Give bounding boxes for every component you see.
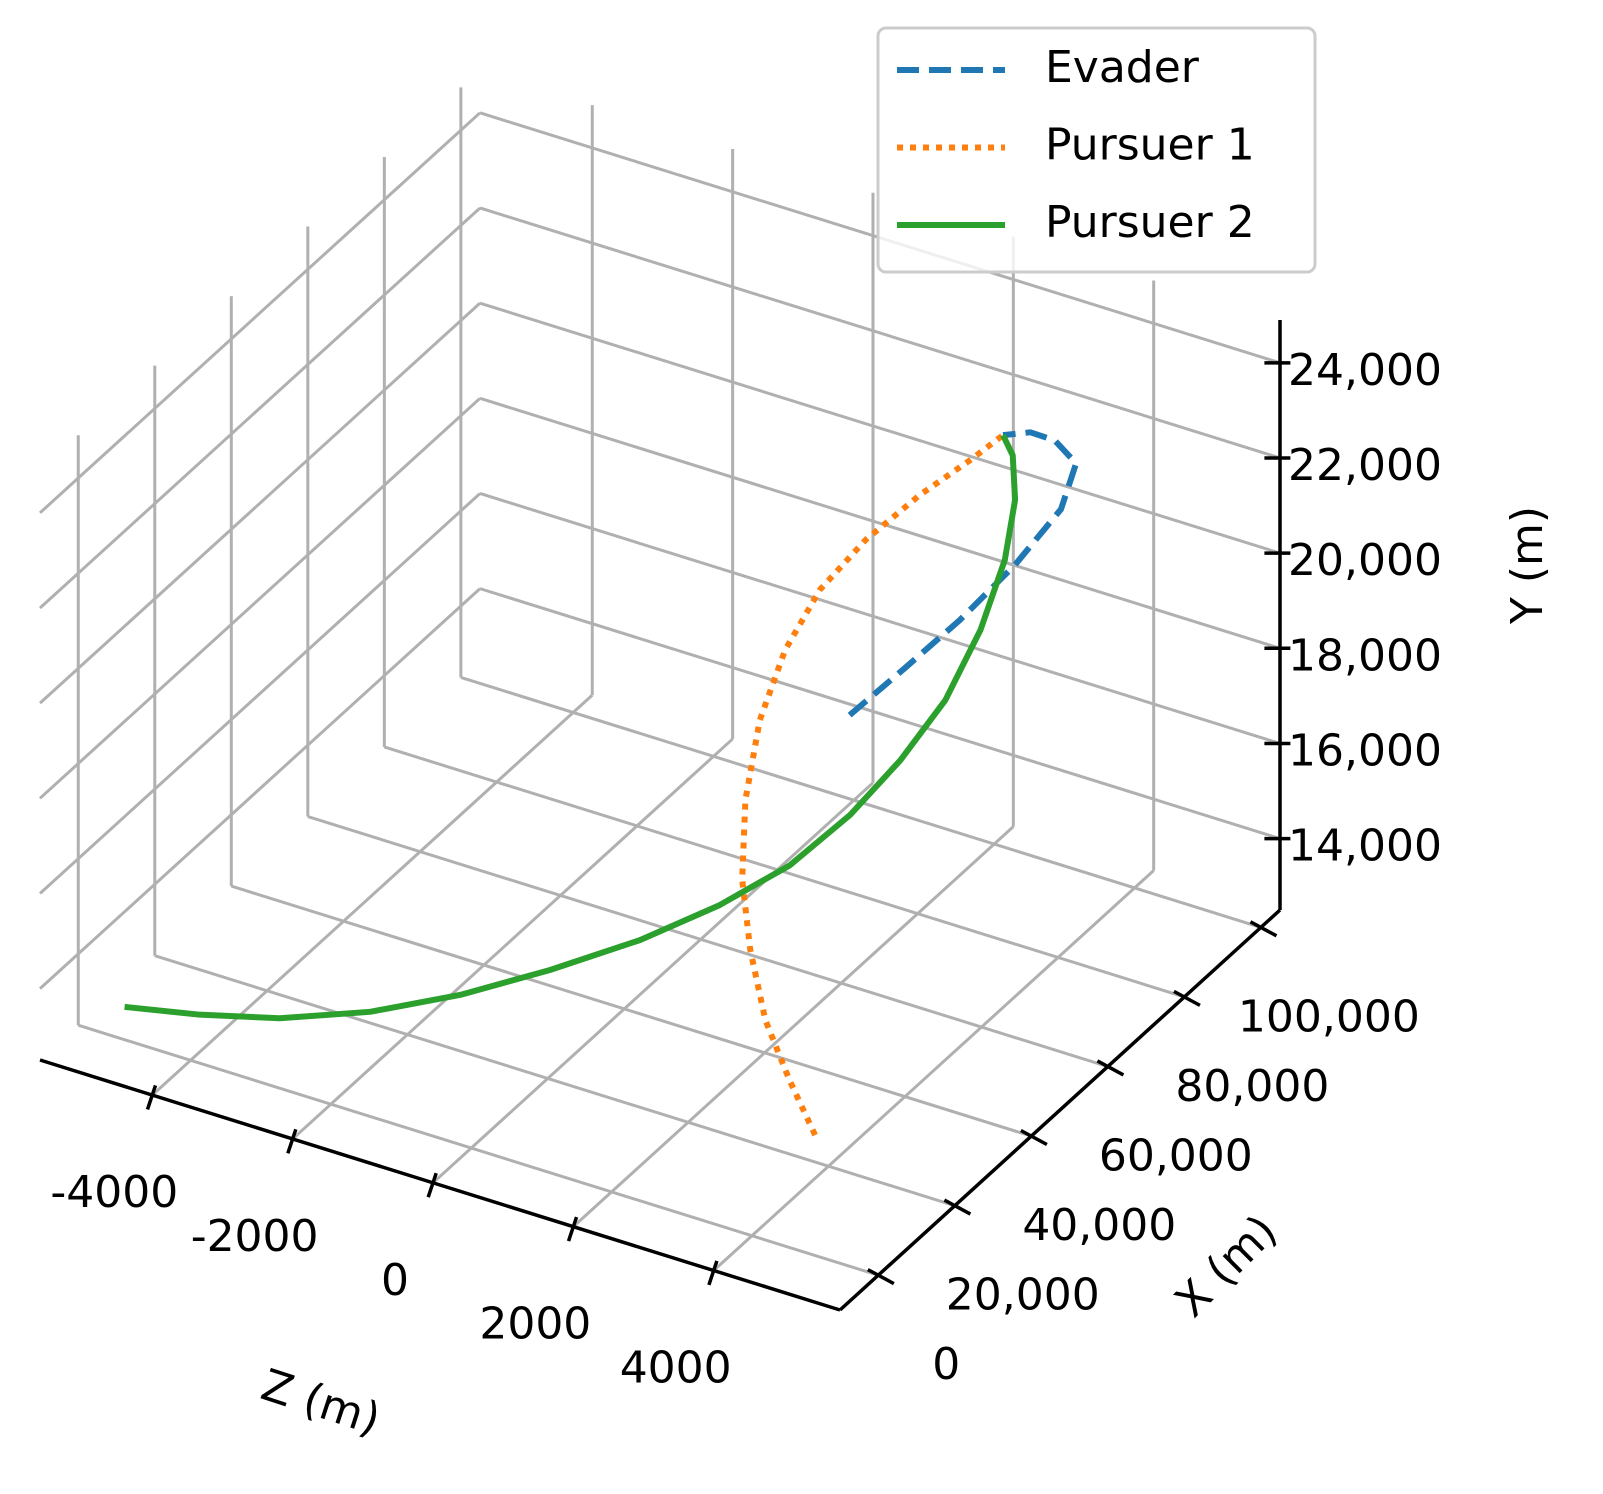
legend-frame	[876, 26, 1317, 274]
y-tick-label: 20,000	[1288, 535, 1442, 586]
grid-line	[383, 745, 1185, 999]
grid-line	[230, 884, 1032, 1138]
x-tick-label: 100,000	[1238, 991, 1420, 1042]
legend-label: Pursuer 1	[1045, 120, 1255, 171]
x-tick-label: 60,000	[1099, 1131, 1253, 1182]
grid-line	[479, 206, 1281, 460]
z-tick	[707, 1260, 719, 1286]
grid-line	[77, 1023, 879, 1277]
x-tick-label: 80,000	[1175, 1061, 1329, 1112]
y-axis-label: Y (m)	[1502, 506, 1553, 625]
grid-line	[38, 302, 482, 705]
y-tick-label: 16,000	[1288, 725, 1442, 776]
x-tick	[943, 1198, 972, 1216]
z-tick-label: -2000	[191, 1211, 319, 1262]
grid-line	[479, 396, 1281, 650]
z-axis-line	[39, 1058, 841, 1312]
z-tick-label: 4000	[620, 1343, 732, 1394]
y-tick-label: 24,000	[1288, 345, 1442, 396]
grid-line	[307, 815, 1109, 1068]
legend: Evader Pursuer 1 Pursuer 2	[876, 26, 1317, 274]
grid-line	[38, 111, 482, 514]
y-tick-label: 18,000	[1288, 630, 1442, 681]
grid-line	[38, 587, 482, 990]
z-tick-label: 2000	[479, 1299, 591, 1350]
z-tick	[566, 1216, 579, 1242]
grid-line	[38, 397, 482, 800]
y-tick-label: 22,000	[1288, 440, 1442, 491]
grid-line	[479, 587, 1281, 841]
grid-line	[572, 825, 1015, 1228]
grid-line	[479, 301, 1281, 555]
grid-line	[479, 492, 1281, 745]
z-tick	[286, 1128, 298, 1154]
grid-line	[712, 869, 1155, 1272]
z-axis-label: Z (m)	[255, 1360, 386, 1446]
grid-line	[154, 954, 956, 1208]
y-tick-label: 14,000	[1288, 821, 1442, 872]
z-tick-label: 0	[381, 1255, 409, 1306]
axes: -4000 -2000 0 2000 4000 0 20,000 40,000 60,000 80…	[39, 320, 1442, 1394]
x-tick	[1020, 1128, 1048, 1147]
x-tick-label: 40,000	[1022, 1200, 1176, 1251]
x-tick	[1173, 989, 1201, 1007]
grid-line	[291, 737, 734, 1141]
x-tick-label: 20,000	[946, 1270, 1100, 1321]
x-tick	[867, 1268, 895, 1286]
z-tick	[426, 1172, 438, 1198]
legend-label: Evader	[1045, 42, 1200, 93]
grid-line	[38, 492, 482, 895]
grid	[38, 87, 1281, 1277]
trajectory	[124, 433, 1019, 1022]
x-axis-label: X (m)	[1165, 1205, 1287, 1327]
x-tick	[1249, 920, 1278, 938]
legend-label: Pursuer 2	[1045, 197, 1255, 248]
x-tick	[1096, 1059, 1125, 1077]
grid-line	[431, 781, 874, 1184]
grid-line	[38, 206, 482, 610]
z-tick-label: -4000	[50, 1167, 178, 1218]
plot-area	[124, 429, 1080, 1137]
trajectory	[847, 429, 1080, 718]
x-axis-line	[838, 908, 1282, 1312]
grid-line	[151, 693, 594, 1097]
z-tick	[145, 1084, 158, 1111]
x-tick-label: 0	[932, 1339, 960, 1390]
